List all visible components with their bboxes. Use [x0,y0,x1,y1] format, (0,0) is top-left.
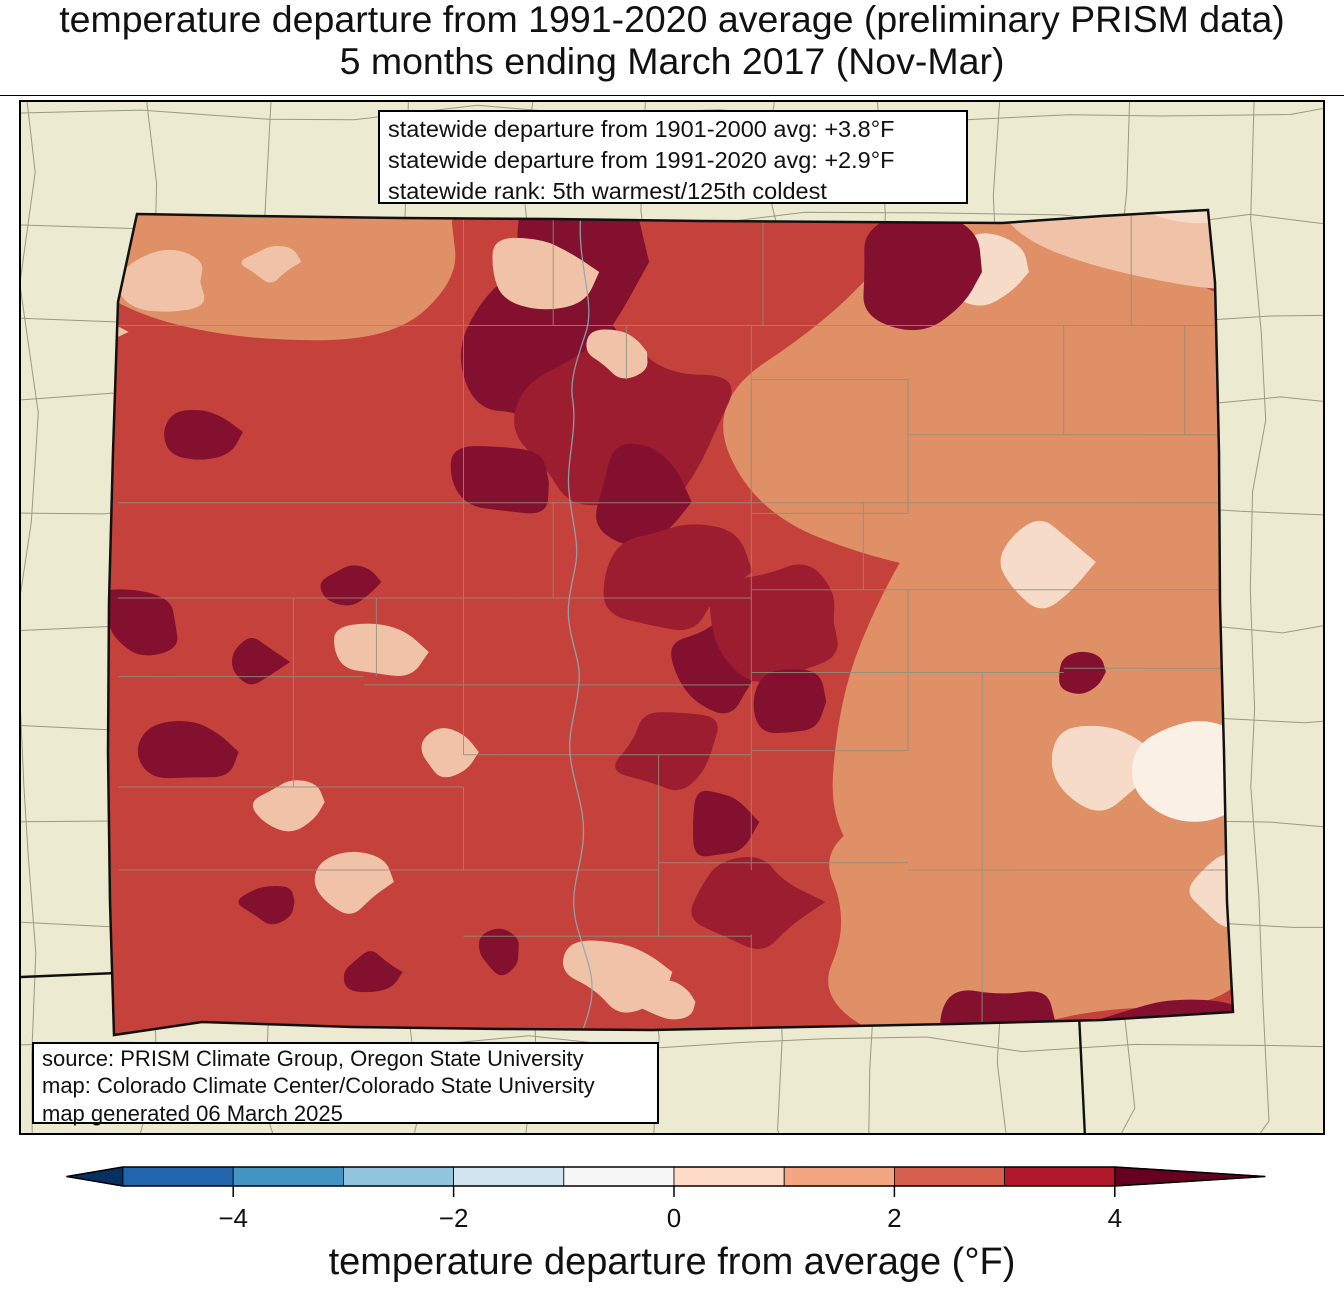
svg-text:−2: −2 [439,1203,469,1233]
svg-text:4: 4 [1108,1203,1122,1233]
svg-text:−4: −4 [218,1203,248,1233]
svg-text:2: 2 [887,1203,901,1233]
svg-text:0: 0 [667,1203,681,1233]
